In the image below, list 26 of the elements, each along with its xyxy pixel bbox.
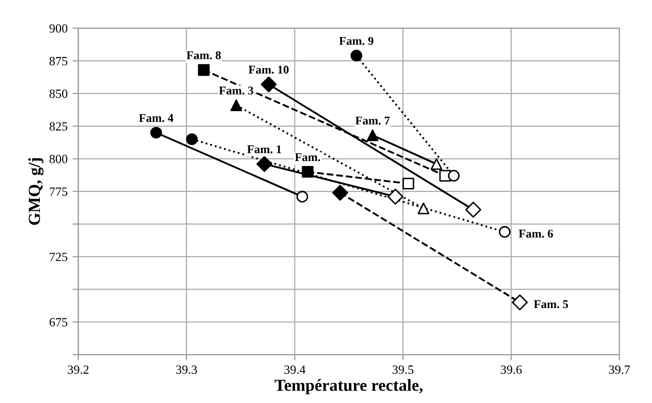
y-tick-label: 875 bbox=[50, 56, 68, 66]
y-tick-label: 725 bbox=[50, 252, 68, 262]
annotation: Fam. 3 bbox=[219, 86, 254, 95]
annotation: Fam. 1 bbox=[247, 145, 282, 154]
annotation: Fam. 9 bbox=[339, 36, 374, 45]
annotation: Fam. 7 bbox=[355, 116, 390, 125]
x-tick-label: 39.7 bbox=[609, 365, 630, 374]
annotation: Fam. 5 bbox=[534, 300, 568, 308]
annotation: Fam. 4 bbox=[138, 114, 174, 122]
annotation: Fam. 6 bbox=[518, 230, 553, 238]
x-tick-label: 39.4 bbox=[284, 365, 306, 374]
annotation: Fam. 8 bbox=[186, 51, 221, 60]
y-tick-label: 825 bbox=[50, 122, 68, 131]
y-tick-label: 675 bbox=[50, 318, 68, 326]
annotation: Fam. 10 bbox=[248, 66, 289, 74]
y-axis-title: GMQ, g/j bbox=[28, 158, 44, 225]
x-tick-label: 39.2 bbox=[68, 365, 88, 374]
y-tick-label: 775 bbox=[50, 188, 68, 196]
x-axis-title: Température rectale, bbox=[274, 379, 423, 394]
x-tick-label: 39.3 bbox=[176, 365, 197, 374]
y-tick-label: 850 bbox=[50, 90, 68, 98]
x-tick-label: 39.6 bbox=[500, 365, 522, 374]
y-tick-label: 900 bbox=[49, 24, 68, 33]
annotation: Fam. bbox=[294, 153, 320, 162]
x-tick-label: 39.5 bbox=[392, 365, 414, 374]
y-tick-label: 800 bbox=[50, 154, 68, 164]
